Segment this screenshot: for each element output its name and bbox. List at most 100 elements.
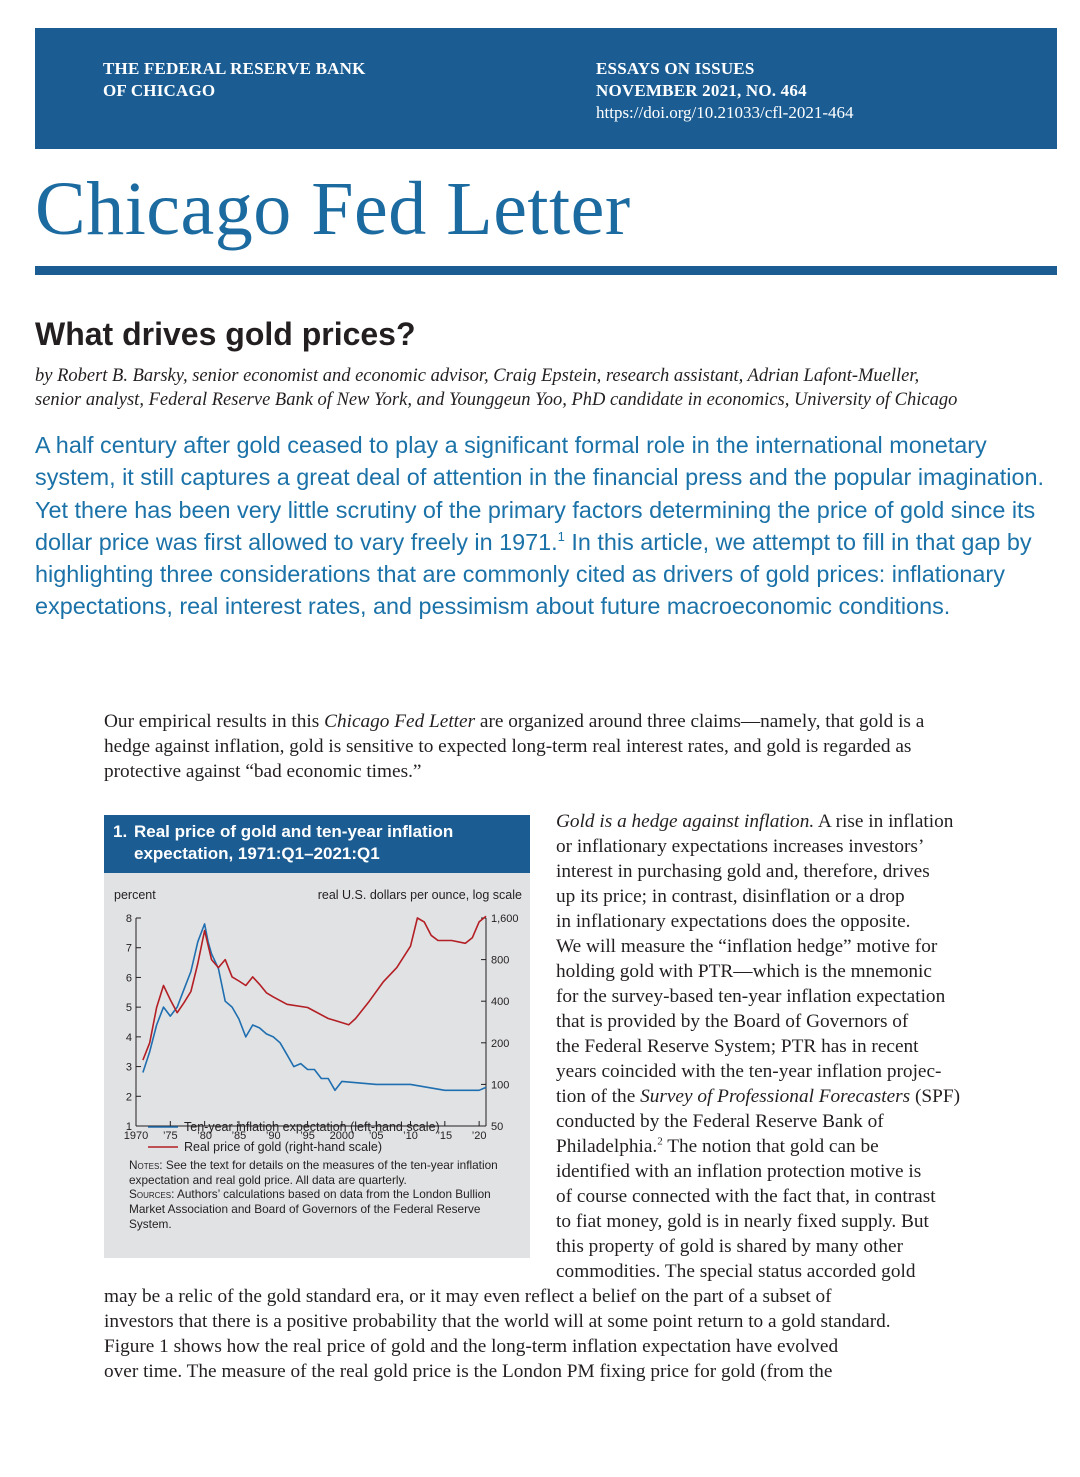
right-axis-tick-label: 400: [491, 996, 509, 1008]
right-axis-tick-label: 100: [491, 1079, 509, 1091]
left-axis-tick-label: 3: [126, 1062, 132, 1074]
notes-text: See the text for details on the measures…: [129, 1158, 498, 1187]
x-axis-tick-label: ’90: [266, 1130, 281, 1142]
body-text: up its price; in contrast, disinflation …: [556, 886, 905, 907]
chart-canvas: percent real U.S. dollars per ounce, log …: [114, 888, 522, 1154]
body-line: may be a relic of the gold standard era,…: [104, 1286, 832, 1307]
body-line: conducted by the Federal Reserve Bank of: [556, 1109, 996, 1134]
right-axis-tick-label: 200: [491, 1038, 509, 1050]
right-axis-tick-label: 1,600: [491, 913, 519, 925]
body-line: the Federal Reserve System; PTR has in r…: [556, 1034, 996, 1059]
body-line: that is provided by the Board of Governo…: [556, 1009, 996, 1034]
body-line: in inflationary expectations does the op…: [556, 909, 996, 934]
left-axis-label: percent: [114, 888, 156, 902]
masthead-rule: [35, 266, 1057, 275]
body-text: or inflationary expectations increases i…: [556, 836, 925, 857]
series-name: ESSAYS ON ISSUES: [596, 59, 755, 78]
body-text: holding gold with PTR—which is the mnemo…: [556, 961, 932, 982]
left-axis-tick-label: 2: [126, 1091, 132, 1103]
publisher-block: THE FEDERAL RESERVE BANK OF CHICAGO: [103, 58, 366, 102]
intro-text-2: are organized around three claims—namely…: [104, 711, 925, 782]
x-axis-tick-label: 2000: [330, 1130, 354, 1142]
body-text: of course connected with the fact that, …: [556, 1186, 936, 1207]
body-text: that is provided by the Board of Governo…: [556, 1011, 909, 1032]
body-text: tion of the: [556, 1086, 641, 1107]
figure-header: 1. Real price of gold and ten-year infla…: [104, 815, 530, 873]
body-line: or inflationary expectations increases i…: [556, 834, 996, 859]
byline-line-1: by Robert B. Barsky, senior economist an…: [35, 366, 920, 386]
body-line: interest in purchasing gold and, therefo…: [556, 859, 996, 884]
left-axis-tick-label: 4: [126, 1032, 132, 1044]
body-line: investors that there is a positive proba…: [104, 1311, 891, 1332]
sources-paragraph: Sources: Authors’ calculations based on …: [129, 1187, 524, 1231]
right-axis-label: real U.S. dollars per ounce, log scale: [318, 888, 522, 902]
intro-text-1: Our empirical results in this: [104, 711, 325, 732]
sources-text: Authors’ calculations based on data from…: [129, 1187, 491, 1231]
body-text: A rise in inflation: [814, 811, 954, 832]
left-axis-tick-label: 7: [126, 943, 132, 955]
intro-paragraph: Our empirical results in this Chicago Fe…: [104, 709, 974, 784]
byline-line-2: senior analyst, Federal Reserve Bank of …: [35, 390, 958, 410]
left-axis-tick-label: 5: [126, 1002, 132, 1014]
body-line: Figure 1 shows how the real price of gol…: [104, 1336, 839, 1357]
figure-number: 1.: [113, 822, 128, 841]
body-text: commodities. The special status accorded…: [556, 1261, 916, 1282]
body-line: for the survey-based ten-year inflation …: [556, 984, 996, 1009]
body-text: this property of gold is shared by many …: [556, 1236, 903, 1257]
body-line: holding gold with PTR—which is the mnemo…: [556, 959, 996, 984]
sources-label: Sources:: [129, 1187, 175, 1202]
body-line: commodities. The special status accorded…: [556, 1259, 996, 1284]
body-text: conducted by the Federal Reserve Bank of: [556, 1111, 884, 1132]
legend-label: Real price of gold (right-hand scale): [184, 1140, 382, 1154]
body-line: over time. The measure of the real gold …: [104, 1361, 833, 1382]
body-text: the Federal Reserve System; PTR has in r…: [556, 1036, 919, 1057]
inflation-expectation-line: [142, 923, 487, 1092]
footnote-ref-1[interactable]: 1: [557, 529, 565, 545]
doi-link[interactable]: https://doi.org/10.21033/cfl-2021-464: [596, 103, 854, 122]
x-axis-tick-label: ’20: [472, 1130, 487, 1142]
abstract-part-2: In this article, we attempt to fill in t…: [35, 528, 1032, 620]
body-text: interest in purchasing gold and, therefo…: [556, 861, 930, 882]
right-axis-tick-label: 800: [491, 955, 509, 967]
body-line: identified with an inflation protection …: [556, 1159, 996, 1184]
x-axis-tick-label: 1970: [124, 1130, 148, 1142]
publisher-line-1: THE FEDERAL RESERVE BANK: [103, 59, 366, 78]
abstract-part-1: A half century after gold ceased to play…: [35, 432, 1044, 555]
body-line: tion of the Survey of Professional Forec…: [556, 1084, 996, 1109]
body-text: (SPF): [910, 1086, 960, 1107]
article-abstract: A half century after gold ceased to play…: [35, 429, 1060, 623]
body-text: We will measure the “inflation hedge” mo…: [556, 936, 938, 957]
body-line: years coincided with the ten-year inflat…: [556, 1059, 996, 1084]
footnote-ref[interactable]: 2: [657, 1135, 663, 1148]
body-text: for the survey-based ten-year inflation …: [556, 986, 946, 1007]
body-text: to fiat money, gold is in nearly fixed s…: [556, 1211, 929, 1232]
body-line: up its price; in contrast, disinflation …: [556, 884, 996, 909]
issue-number: NOVEMBER 2021, NO. 464: [596, 81, 807, 100]
notes-label: Notes:: [129, 1158, 163, 1172]
body-text: identified with an inflation protection …: [556, 1161, 922, 1182]
figure-notes: Notes: See the text for details on the m…: [129, 1158, 524, 1232]
body-text: years coincided with the ten-year inflat…: [556, 1061, 942, 1082]
left-axis-tick-label: 8: [126, 913, 132, 925]
left-axis-tick-label: 1: [126, 1121, 132, 1133]
body-line: of course connected with the fact that, …: [556, 1184, 996, 1209]
x-axis-tick-label: ’85: [232, 1130, 247, 1142]
body-line: Philadelphia.2 The notion that gold can …: [556, 1134, 996, 1159]
right-axis-tick-label: 50: [491, 1121, 503, 1133]
body-line: Gold is a hedge against inflation. A ris…: [556, 809, 996, 834]
figure-title: Real price of gold and ten-year inflatio…: [134, 822, 454, 863]
emphasis-text: Survey of Professional Forecasters: [640, 1086, 911, 1107]
legend-label: Ten-year inflation expectation (left-han…: [184, 1120, 440, 1134]
gold-price-line: [142, 915, 487, 1061]
intro-publication-name: Chicago Fed Letter: [324, 711, 476, 732]
body-line: We will measure the “inflation hedge” mo…: [556, 934, 996, 959]
x-axis-tick-label: ’10: [403, 1130, 418, 1142]
x-axis-tick-label: ’05: [369, 1130, 384, 1142]
body-text: Philadelphia.: [556, 1136, 658, 1157]
masthead-title: Chicago Fed Letter: [35, 167, 631, 251]
emphasis-text: Gold is a hedge against inflation.: [556, 811, 815, 832]
figure-1: 1. Real price of gold and ten-year infla…: [104, 815, 530, 1258]
body-text: in inflationary expectations does the op…: [556, 911, 911, 932]
body-column-right: Gold is a hedge against inflation. A ris…: [556, 809, 996, 1284]
body-line: this property of gold is shared by many …: [556, 1234, 996, 1259]
